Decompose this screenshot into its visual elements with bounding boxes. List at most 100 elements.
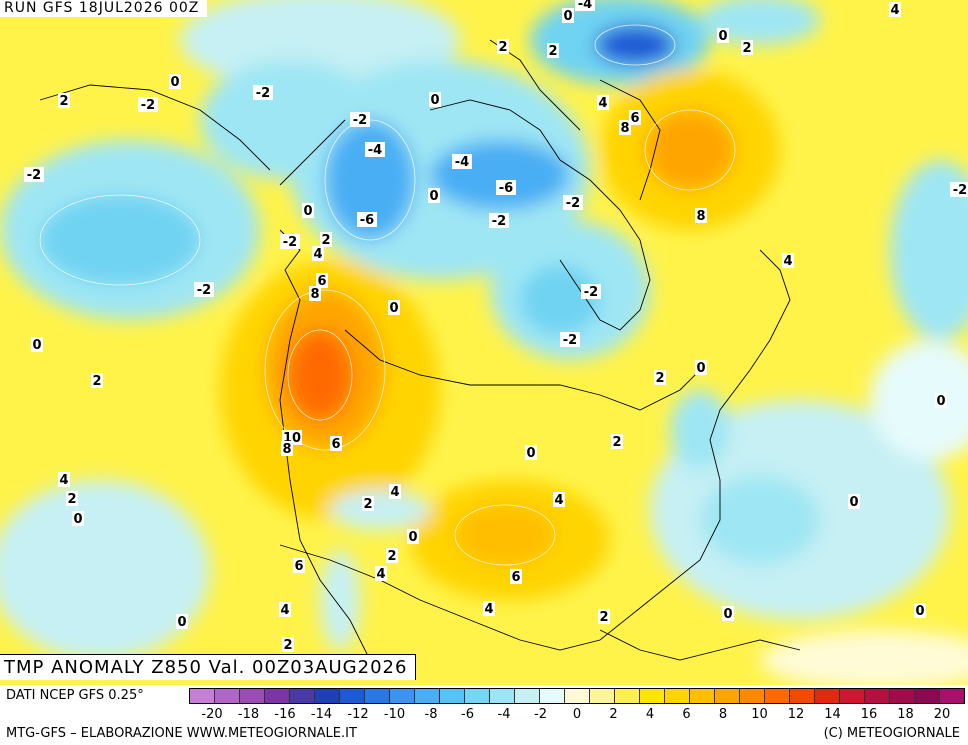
contour-label-bg	[562, 8, 574, 23]
contour-label-bg	[848, 494, 860, 509]
contour-label: 2	[548, 44, 557, 59]
color-scale-swatch	[640, 689, 665, 703]
color-scale-tick: -20	[201, 707, 223, 722]
contour-label-bg	[293, 558, 305, 573]
contour-label: 2	[67, 492, 76, 507]
contour-label: 0	[526, 446, 535, 461]
contour-label-bg	[428, 188, 440, 203]
contour-label: -4	[578, 0, 592, 12]
contour-label: 4	[598, 96, 607, 111]
contour-label-bg	[489, 213, 509, 228]
contour-label: 6	[317, 274, 326, 289]
contour-label: 4	[313, 247, 322, 262]
contour-label: 6	[630, 111, 639, 126]
contour-label: 0	[429, 189, 438, 204]
contour-label-bg	[525, 445, 537, 460]
contour-label: 0	[408, 530, 417, 545]
contour-label-bg	[302, 203, 314, 218]
contour-label-bg	[316, 273, 328, 288]
contour-label-bg	[72, 511, 84, 526]
contour-label-bg	[695, 360, 707, 375]
contour-label: 0	[718, 29, 727, 44]
contour-label-bg	[24, 167, 44, 182]
contour-label: 0	[303, 204, 312, 219]
contour-label-bg	[280, 234, 300, 249]
contour-label: 2	[742, 41, 751, 56]
color-scale-swatch	[815, 689, 840, 703]
color-scale-swatch	[690, 689, 715, 703]
color-scale-swatch	[265, 689, 290, 703]
contour-label: 6	[294, 559, 303, 574]
color-scale-swatch	[365, 689, 390, 703]
anomaly-map: 2 0 -2 -2 -2 -2 -4 0 -4 -6 -6 0 0 -2 -2 -2 2 4 -2 6 8 0 -2 -2 0 2…	[0, 0, 968, 685]
contour-label: 6	[511, 570, 520, 585]
contour-label: -4	[368, 143, 382, 158]
contour-label: 2	[59, 94, 68, 109]
contour-label-bg	[194, 282, 214, 297]
contour-label: 8	[620, 121, 629, 136]
contour-label: 4	[890, 3, 899, 18]
contour-label-bg	[563, 195, 583, 210]
contour-label: 0	[563, 9, 572, 24]
contour-label-bg	[176, 614, 188, 629]
color-scale-tick: -14	[310, 707, 333, 722]
contour-label-bg	[782, 253, 794, 268]
contour-label: 4	[484, 602, 493, 617]
color-scale-swatch	[790, 689, 815, 703]
contour-label-bg	[138, 97, 158, 112]
contour-label-bg	[429, 92, 441, 107]
contour-label-bg	[654, 370, 666, 385]
color-scale-swatch	[240, 689, 265, 703]
color-scale-swatch	[940, 689, 964, 703]
color-scale-tick: -10	[383, 707, 406, 722]
color-scale-tick: 4	[645, 707, 655, 722]
contour-label-bg	[279, 602, 291, 617]
contour-label: 4	[376, 567, 385, 582]
credit-right: (C) METEOGIORNALE	[823, 726, 960, 741]
color-scale-swatch	[565, 689, 590, 703]
color-scale-swatch	[715, 689, 740, 703]
contour-label-bg	[281, 441, 293, 456]
color-scale-tick: 2	[609, 707, 618, 722]
contour-label: -2	[256, 86, 270, 101]
contour-label: 0	[73, 512, 82, 527]
map-canvas: 20-2-2-2-2-40-4-6-600-2-2-2 24-2680-2-202…	[0, 0, 968, 685]
color-scale-swatch	[915, 689, 940, 703]
contour-label: 4	[554, 493, 563, 508]
credit-left: MTG-GFS – ELABORAZIONE WWW.METEOGIORNALE…	[6, 726, 357, 741]
contour-label-bg	[66, 491, 78, 506]
color-scale-swatch	[665, 689, 690, 703]
contour-label-bg	[365, 142, 385, 157]
contour-label-bg	[407, 529, 419, 544]
contour-label-bg	[312, 246, 324, 261]
color-scale-swatch	[865, 689, 890, 703]
contour-label: 2	[363, 497, 372, 512]
color-scale-swatch	[315, 689, 340, 703]
color-scale-tick: 18	[897, 707, 914, 722]
contour-label-bg	[611, 434, 623, 449]
contour-label: -6	[360, 213, 374, 228]
contour-label-bg	[58, 93, 70, 108]
contour-label-bg	[889, 2, 901, 17]
color-scale-swatch	[190, 689, 215, 703]
legend-footer: DATI NCEP GFS 0.25° -20 -18 -16 -14 -12 -10 -8…	[0, 685, 968, 745]
contour-label-bg	[935, 393, 947, 408]
contour-label: 0	[723, 607, 732, 622]
color-scale-tick: -18	[237, 707, 260, 722]
color-scale-tick: 20	[933, 707, 951, 722]
contour-label-bg	[330, 436, 342, 451]
contour-label: 2	[92, 374, 101, 389]
contour-label-bg	[510, 569, 522, 584]
contour-label: 0	[936, 394, 945, 409]
contour-label: -2	[492, 214, 506, 229]
contour-label: -6	[499, 181, 513, 196]
contour-label-bg	[695, 208, 707, 223]
contour-label-bg	[950, 182, 968, 197]
contour-label: 8	[696, 209, 705, 224]
contour-label-bg	[309, 286, 321, 301]
contour-label: 4	[783, 254, 792, 269]
contour-label: -2	[141, 98, 155, 113]
contour-label-bg	[629, 110, 641, 125]
contour-label: 2	[655, 371, 664, 386]
contour-label-bg	[597, 95, 609, 110]
